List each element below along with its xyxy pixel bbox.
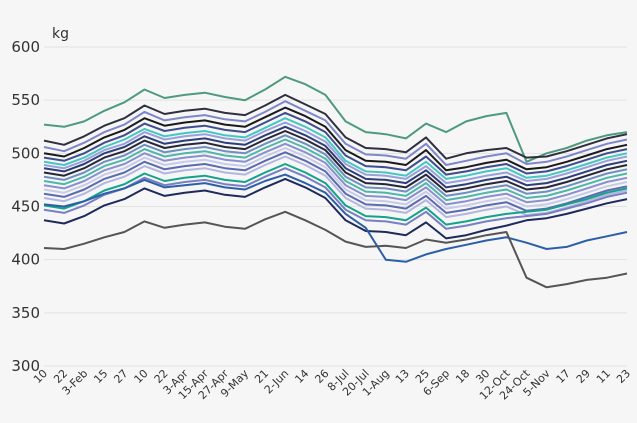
x-tick-label: 15 xyxy=(91,367,110,386)
y-tick-label: 550 xyxy=(11,91,40,109)
gridlines xyxy=(44,46,627,367)
x-tick-label: 14 xyxy=(292,367,311,386)
series-line-12 xyxy=(43,142,628,206)
series-line-3 xyxy=(43,100,628,166)
series-line-16 xyxy=(43,163,628,226)
series-group xyxy=(43,75,628,289)
x-tick-label: 17 xyxy=(554,367,573,386)
series-line-7 xyxy=(43,121,628,185)
y-tick-label: 400 xyxy=(11,251,40,269)
series-line-8 xyxy=(43,125,628,189)
series-line-5 xyxy=(43,111,628,176)
x-tick-label: 10 xyxy=(132,367,151,386)
x-tick-label: 18 xyxy=(453,367,472,386)
y-axis-unit-label: kg xyxy=(52,26,69,42)
series-line-1 xyxy=(43,75,628,163)
series-line-10 xyxy=(43,134,628,197)
y-tick-label: 300 xyxy=(11,357,40,375)
series-line-14 xyxy=(43,151,628,214)
series-line-20 xyxy=(43,210,628,289)
series-line-4 xyxy=(43,106,628,172)
x-tick-label: 23 xyxy=(614,367,633,386)
series-line-2 xyxy=(43,93,628,160)
x-tick-label: 27 xyxy=(111,367,130,386)
series-line-19 xyxy=(43,173,628,263)
y-tick-label: 600 xyxy=(11,38,40,56)
y-tick-label: 350 xyxy=(11,304,40,322)
x-tick-label: 13 xyxy=(393,367,412,386)
series-line-18 xyxy=(43,177,628,240)
series-line-17 xyxy=(43,167,628,230)
series-line-6 xyxy=(43,117,628,180)
x-tick-label: 11 xyxy=(594,367,613,386)
series-line-13 xyxy=(43,147,628,210)
series-line-9 xyxy=(43,130,628,193)
x-tick-label: 29 xyxy=(574,367,593,386)
series-line-15 xyxy=(43,155,628,219)
y-axis: 300 350 400 450 500 550 600 xyxy=(11,38,40,375)
series-line-11 xyxy=(43,138,628,202)
y-tick-label: 450 xyxy=(11,198,40,216)
y-tick-label: 500 xyxy=(11,144,40,162)
